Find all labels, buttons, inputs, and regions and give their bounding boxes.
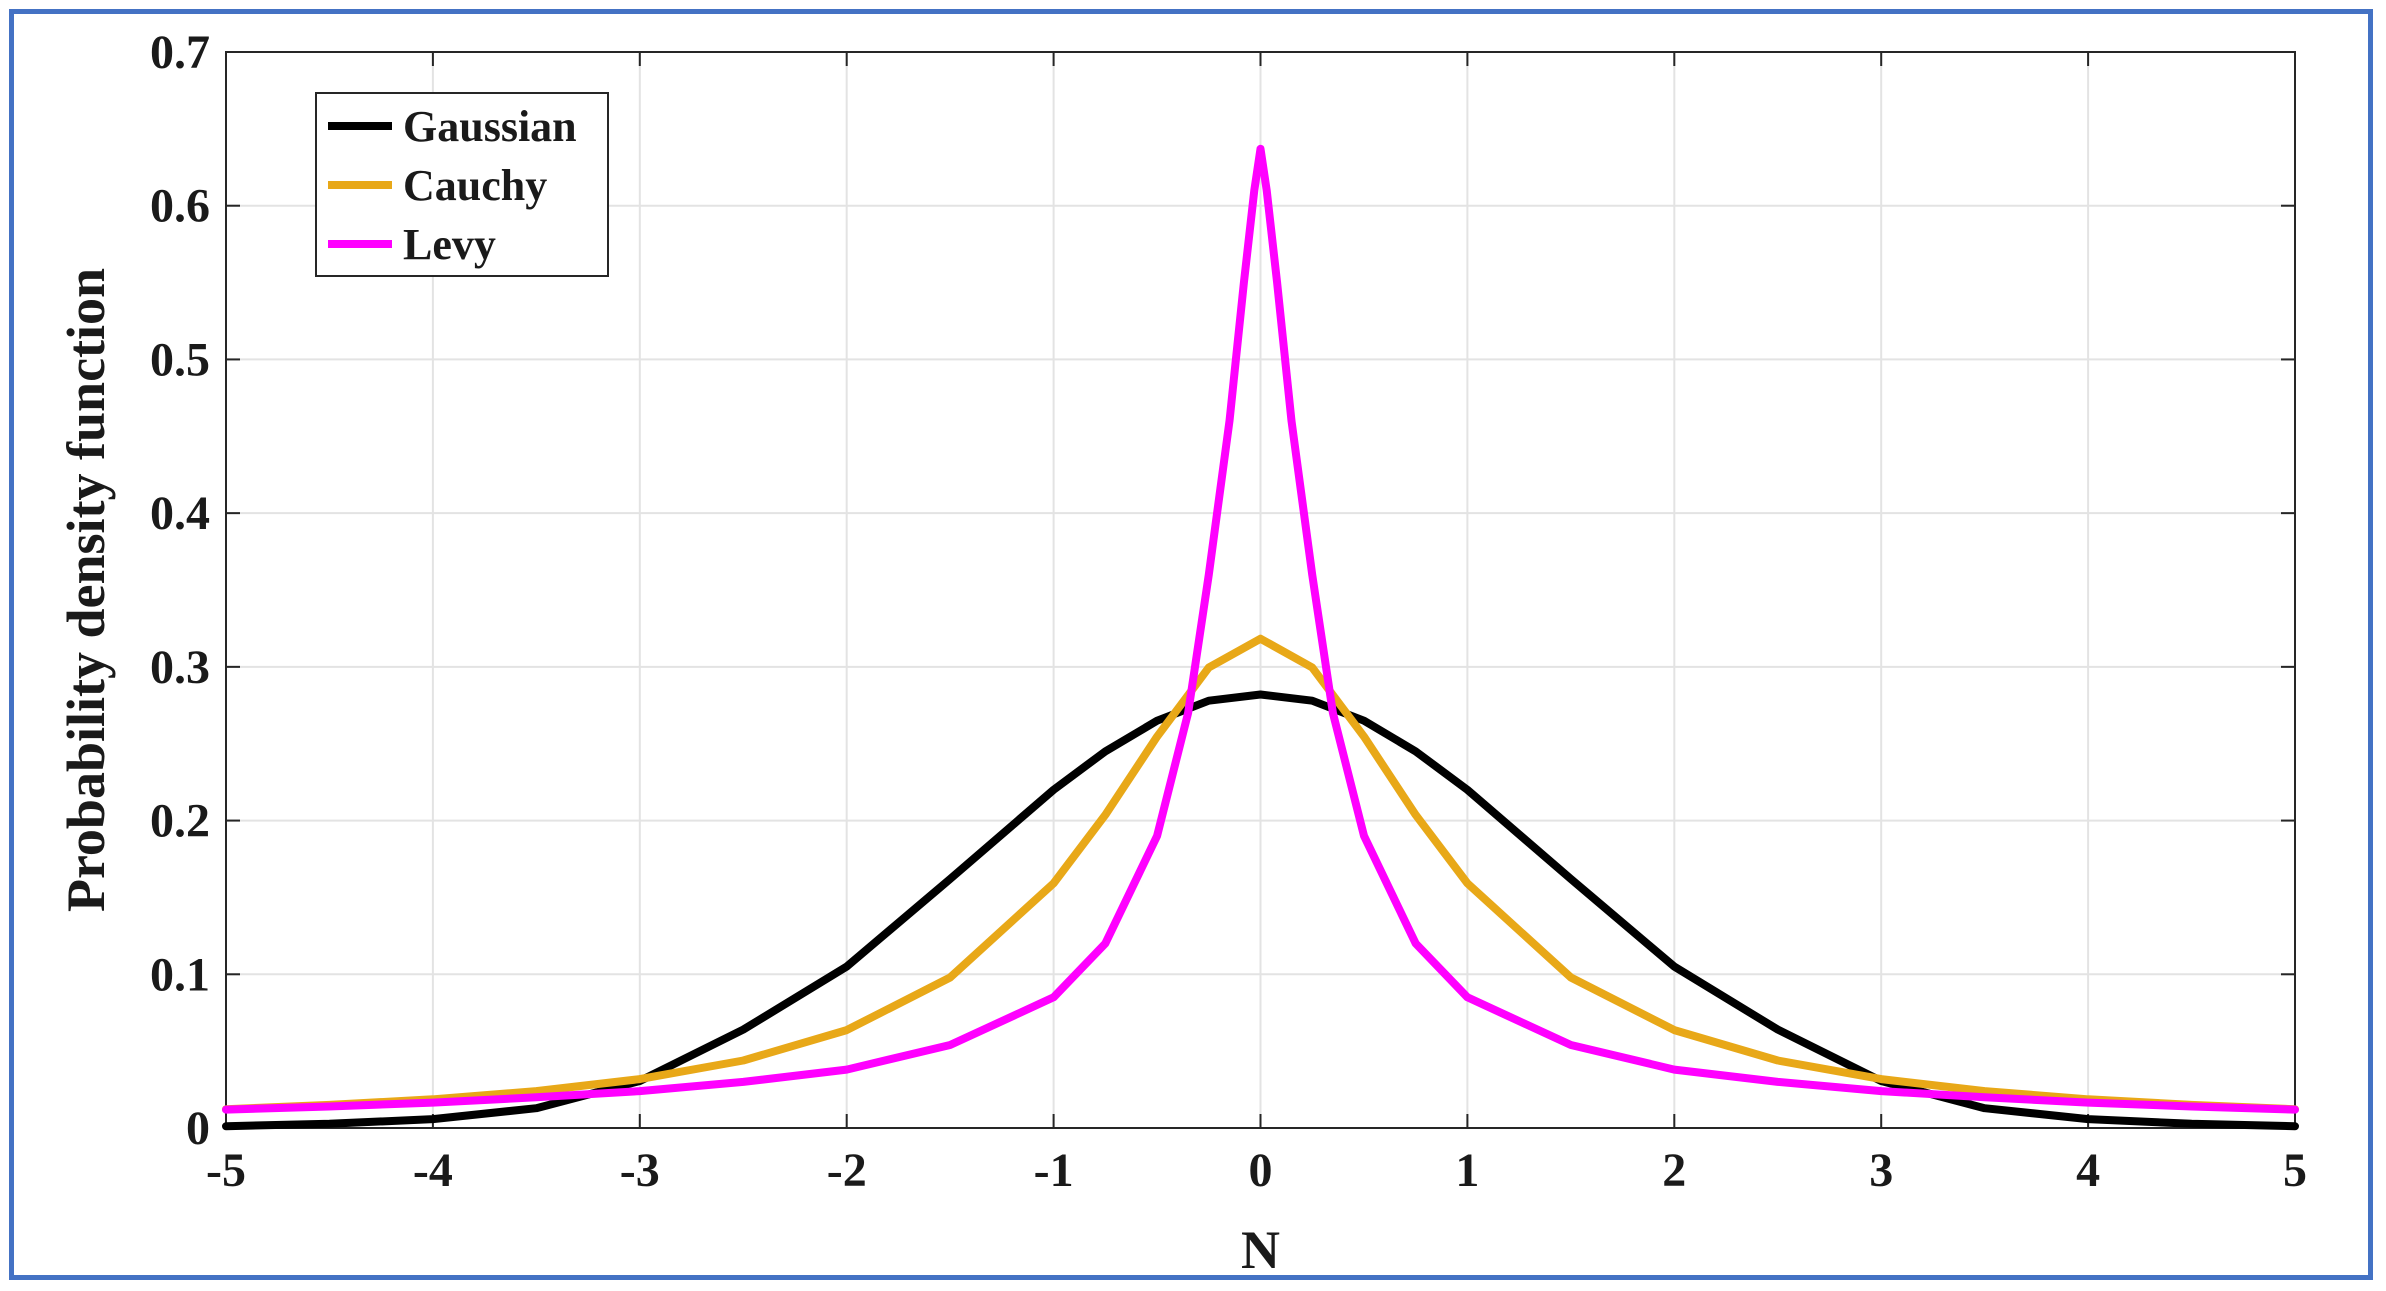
y-tick-label: 0: [186, 1102, 210, 1155]
x-tick-label: 3: [1869, 1144, 1893, 1197]
y-tick-label: 0.6: [150, 180, 210, 233]
series-lines: [222, 144, 2299, 1131]
x-tick-label: 2: [1662, 1144, 1686, 1197]
series-line-cauchy: [222, 634, 2299, 1114]
y-axis-title: Probability density function: [56, 268, 116, 912]
y-tick-label: 0.3: [150, 641, 210, 694]
x-tick-label: 5: [2283, 1144, 2307, 1197]
y-tick-labels: 0 0.1 0.2 0.3 0.4 0.5 0.6 0.7: [150, 26, 210, 1155]
legend-label-cauchy: Cauchy: [403, 161, 547, 210]
x-tick-label: 0: [1249, 1144, 1273, 1197]
y-tick-label: 0.4: [150, 487, 210, 540]
x-tick-labels: -5 -4 -3 -2 -1 0 1 2 3 4 5: [206, 1144, 2307, 1197]
legend: Gaussian Cauchy Levy: [315, 92, 609, 277]
x-tick-label: 4: [2076, 1144, 2100, 1197]
x-axis-title: N: [1241, 1220, 1280, 1280]
x-tick-label: -5: [206, 1144, 246, 1197]
x-tick-label: 1: [1455, 1144, 1479, 1197]
y-tick-label: 0.2: [150, 795, 210, 848]
legend-label-gaussian: Gaussian: [403, 102, 577, 151]
x-tick-label: -4: [413, 1144, 453, 1197]
y-tick-label: 0.5: [150, 333, 210, 386]
x-tick-label: -3: [620, 1144, 660, 1197]
legend-label-levy: Levy: [403, 220, 496, 269]
y-tick-label: 0.1: [150, 948, 210, 1001]
x-tick-label: -1: [1034, 1144, 1074, 1197]
series-line-levy: [222, 144, 2299, 1114]
x-tick-label: -2: [827, 1144, 867, 1197]
y-tick-label: 0.7: [150, 26, 210, 79]
